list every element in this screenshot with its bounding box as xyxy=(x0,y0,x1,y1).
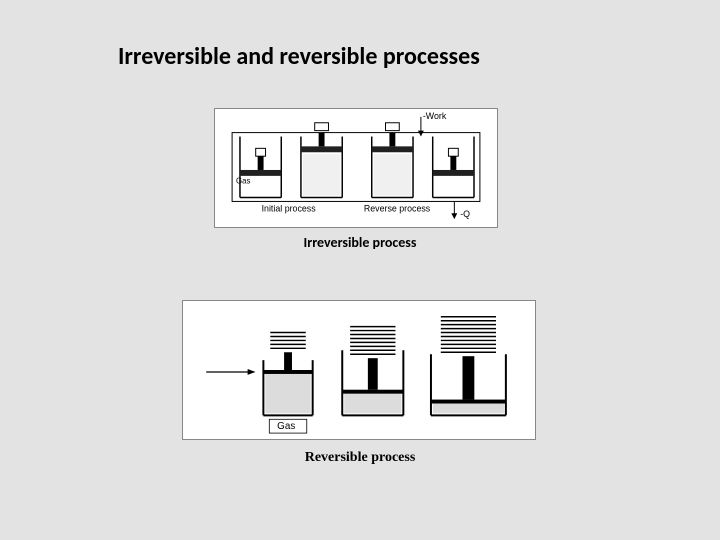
cylinder-3 xyxy=(372,123,413,198)
caption-reversible: Reversible process xyxy=(0,450,720,466)
gas-label-rev: Gas xyxy=(277,421,295,432)
reversible-diagram: Gas xyxy=(183,301,535,439)
q-arrow: -Q xyxy=(451,201,470,219)
cylinder-1 xyxy=(240,137,281,198)
input-arrow xyxy=(206,369,255,375)
gas-label: Gas xyxy=(236,177,250,186)
weights-2 xyxy=(350,327,395,355)
reverse-label: Reverse process xyxy=(364,203,431,213)
irreversible-panel: -Work -Q Gas Initial process Reverse pro… xyxy=(214,108,498,228)
initial-label: Initial process xyxy=(262,203,317,213)
caption-irreversible: Irreversible process xyxy=(0,234,720,251)
rev-cylinder-3 xyxy=(431,317,506,416)
cylinder-2 xyxy=(301,123,342,198)
irreversible-diagram: -Work -Q Gas Initial process Reverse pro… xyxy=(215,109,497,227)
rev-cylinder-2 xyxy=(342,327,403,416)
cylinder-4 xyxy=(433,137,474,198)
q-label: -Q xyxy=(460,209,470,219)
page-title: Irreversible and reversible processes xyxy=(118,42,480,71)
reversible-panel: Gas xyxy=(182,300,536,440)
rev-cylinder-1 xyxy=(263,333,312,416)
weights-1 xyxy=(270,333,305,349)
work-label: -Work xyxy=(423,111,447,121)
weights-3 xyxy=(441,317,496,352)
